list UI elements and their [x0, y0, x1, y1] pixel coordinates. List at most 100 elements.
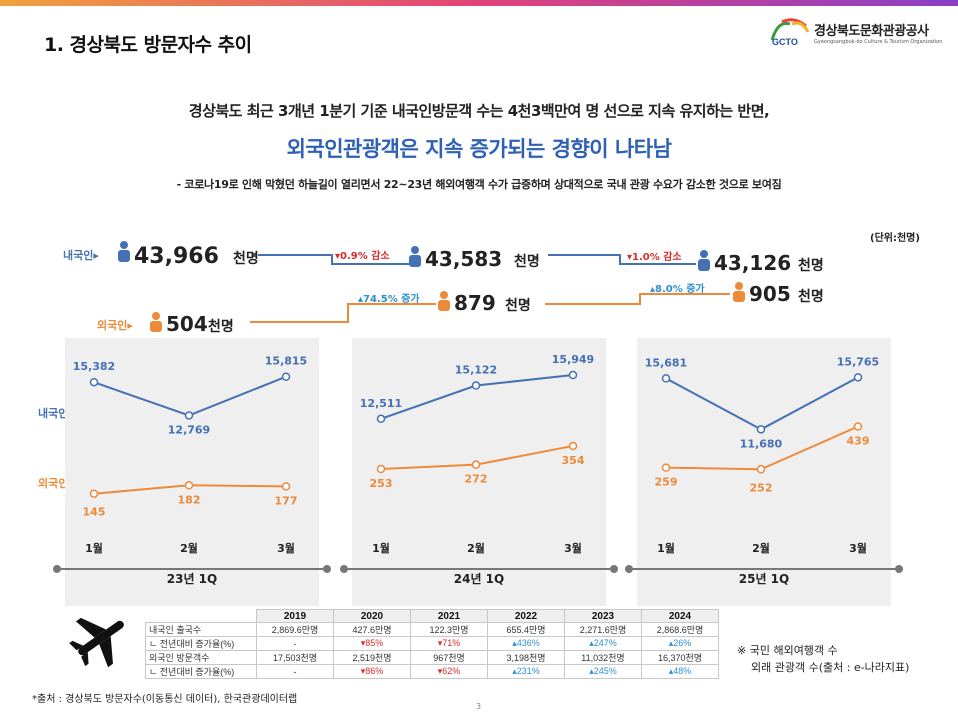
table-cell: 2,271.6만명	[564, 622, 642, 637]
table-cell: 11,032천명	[564, 650, 642, 665]
foreign-data-point	[756, 465, 766, 474]
domestic-data-label: 15,949	[552, 353, 594, 366]
table-cell: 2,519천명	[333, 650, 411, 665]
foreign-data-point	[853, 422, 863, 431]
table-cell: 427.6만명	[333, 622, 411, 637]
foreign-data-point	[281, 482, 291, 491]
foreign-data-label: 252	[750, 481, 773, 494]
domestic-data-label: 12,769	[168, 423, 210, 436]
person-icon	[118, 241, 130, 262]
note-line: 외래 관광객 수(출처 : e-나라지표)	[751, 661, 910, 674]
foreign-data-label: 182	[178, 493, 201, 506]
table-row-label: ㄴ 전년대비 증가율(%)	[145, 664, 257, 679]
org-logo-text: GCTO	[772, 37, 798, 47]
source-note: *출처 : 경상북도 방문자수(이동통신 데이터), 한국관광데이터랩	[32, 694, 298, 705]
domestic-data-label: 12,511	[360, 397, 402, 410]
foreign-data-label: 177	[275, 494, 298, 507]
table-row-label: ㄴ 전년대비 증가율(%)	[145, 636, 257, 651]
domestic-row-label: 내국인▸	[63, 248, 99, 262]
table-cell: ▴436%	[487, 636, 565, 651]
table-note: ※ 국민 해외여행객 수 외래 관광객 수(출처 : e-나라지표)	[737, 642, 909, 676]
foreign-change-badge: ▴74.5% 증가	[358, 292, 420, 305]
timeline-dot	[340, 565, 348, 573]
timeline-dot	[323, 565, 331, 573]
month-tick-label: 2월	[467, 541, 485, 555]
domestic-total-value: 43,126	[714, 251, 791, 275]
person-icon	[698, 250, 710, 271]
foreign-total-value: 504	[166, 312, 208, 336]
org-name: 경상북도문화관광공사	[814, 24, 929, 39]
table-year-header: 2020	[333, 609, 411, 623]
month-tick-label: 3월	[564, 541, 582, 555]
table-cell: ▴48%	[641, 664, 719, 679]
table-cell: -	[256, 664, 334, 679]
table-row: 내국인 출국수 2,869.6만명 427.6만명 122.3만명 655.4만…	[145, 622, 719, 637]
domestic-total: 43,583 천명	[409, 246, 540, 271]
page-number: 3	[476, 702, 482, 711]
note-line: ※ 국민 해외여행객 수	[737, 644, 838, 657]
table-year-header: 2023	[564, 609, 642, 623]
foreign-data-point	[89, 489, 99, 498]
month-tick-label: 2월	[752, 541, 770, 555]
table-year-header: 2021	[410, 609, 488, 623]
table-cell: ▾62%	[410, 664, 488, 679]
timeline-dot	[53, 565, 61, 573]
domestic-data-point	[281, 372, 291, 381]
domestic-change-badge: ▾1.0% 감소	[627, 251, 682, 263]
table-cell: 967천명	[410, 650, 488, 665]
person-icon	[409, 246, 421, 267]
domestic-data-point	[756, 425, 766, 434]
foreign-total-unit: 천명	[208, 318, 234, 335]
domestic-total: 43,126 천명	[698, 250, 824, 275]
foreign-data-point	[376, 464, 386, 474]
domestic-data-label: 15,765	[837, 355, 879, 368]
quarter-label: 24년 1Q	[454, 572, 504, 586]
table-header-row: 2019 2020 2021 2022 2023 2024	[145, 609, 719, 623]
timeline-dot	[610, 565, 618, 573]
foreign-data-label: 259	[655, 476, 678, 489]
domestic-step-line	[258, 254, 412, 265]
table-cell: ▾71%	[410, 636, 488, 651]
table-cell: ▴26%	[641, 636, 719, 651]
foreign-row-label: 외국인▸	[97, 318, 133, 332]
foreign-total-unit: 천명	[798, 288, 824, 305]
domestic-total-value: 43,966	[134, 244, 219, 269]
table-cell: ▴247%	[564, 636, 642, 651]
table-row-label: 외국인 방문객수	[145, 650, 257, 665]
person-icon	[150, 312, 162, 332]
table-cell: 122.3만명	[410, 622, 488, 637]
domestic-data-point	[568, 370, 578, 380]
table-year-header: 2019	[256, 609, 334, 623]
person-icon	[733, 282, 745, 302]
month-tick-label: 1월	[85, 541, 103, 555]
table-cell: 3,198천명	[487, 650, 565, 665]
quarter-label: 25년 1Q	[739, 572, 789, 586]
timeline-dot	[625, 565, 633, 573]
month-tick-label: 1월	[372, 541, 390, 555]
annual-summary: 내국인▸ 외국인▸ 43,966 천명 43,583 천명 43,126 천명 …	[63, 241, 824, 336]
chart-panel-bg	[65, 338, 319, 606]
foreign-total: 504 천명	[150, 312, 234, 336]
domestic-data-label: 15,122	[455, 364, 497, 377]
domestic-total-unit: 천명	[514, 253, 540, 270]
foreign-data-point	[471, 460, 481, 469]
domestic-data-label: 15,815	[265, 355, 307, 368]
domestic-data-point	[853, 373, 863, 382]
domestic-total-unit: 천명	[798, 257, 824, 274]
table-cell: ▴245%	[564, 664, 642, 679]
table-cell: 16,370천명	[641, 650, 719, 665]
table-row: ㄴ 전년대비 증가율(%) - ▾86% ▾62% ▴231% ▴245% ▴4…	[145, 664, 719, 679]
table-row: ㄴ 전년대비 증가율(%) - ▾85% ▾71% ▴436% ▴247% ▴2…	[145, 636, 719, 651]
org-header: GCTO 경상북도문화관광공사 Gyeongsangbuk-do Culture…	[768, 18, 948, 50]
foreign-total: 905 천명	[733, 282, 824, 306]
table-year-header: 2024	[641, 609, 719, 623]
domestic-total-unit: 천명	[233, 250, 259, 267]
foreign-data-label: 439	[847, 435, 870, 448]
table-cell: 17,503천명	[256, 650, 334, 665]
table-corner	[145, 609, 257, 623]
org-logo-icon: GCTO	[770, 18, 810, 47]
domestic-data-label: 15,382	[73, 360, 115, 373]
table-cell: 2,868.6만명	[641, 622, 719, 637]
domestic-step-line	[548, 254, 696, 265]
